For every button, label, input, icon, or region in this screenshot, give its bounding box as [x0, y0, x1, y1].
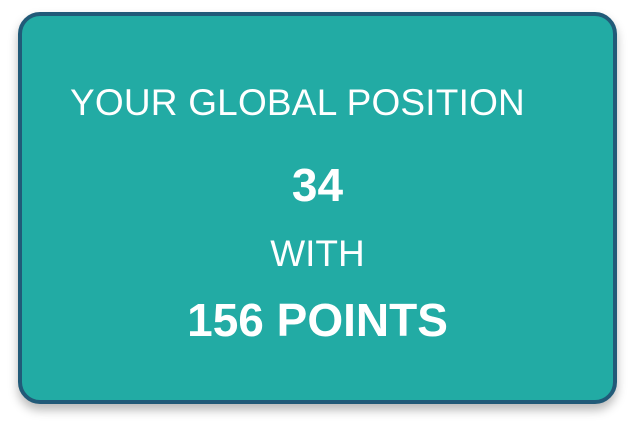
global-position-heading: YOUR GLOBAL POSITION	[70, 82, 525, 123]
with-label: WITH	[270, 233, 365, 274]
global-position-card: YOUR GLOBAL POSITION 34 WITH 156 POINTS	[18, 12, 617, 404]
global-position-value: 34	[291, 159, 344, 211]
points-value: 156 POINTS	[187, 294, 448, 346]
